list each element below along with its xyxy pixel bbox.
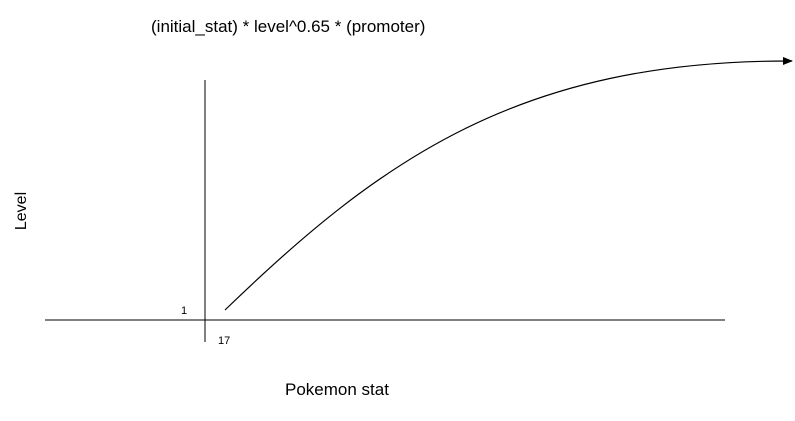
y-origin-label: 1 (181, 305, 188, 317)
growth-curve (224, 56, 793, 311)
x-origin-label: 17 (218, 335, 231, 347)
formula-title: (initial_stat) * level^0.65 * (promoter) (151, 17, 426, 36)
x-axis-label: Pokemon stat (285, 380, 389, 399)
y-axis-label: Level (13, 191, 30, 231)
